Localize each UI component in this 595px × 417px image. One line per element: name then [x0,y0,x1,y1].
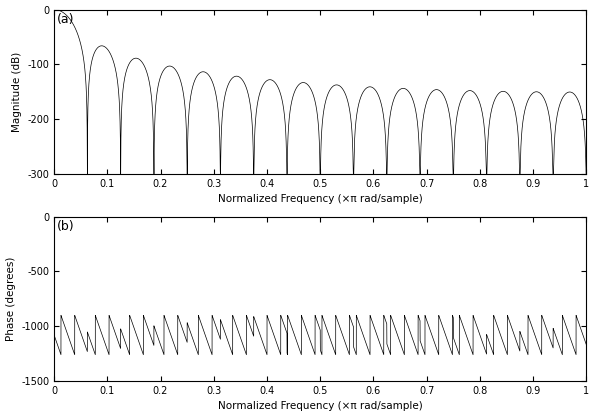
X-axis label: Normalized Frequency (×π rad/sample): Normalized Frequency (×π rad/sample) [218,402,422,412]
Y-axis label: Phase (degrees): Phase (degrees) [5,256,15,341]
X-axis label: Normalized Frequency (×π rad/sample): Normalized Frequency (×π rad/sample) [218,194,422,204]
Text: (a): (a) [57,13,74,26]
Y-axis label: Magnitude (dB): Magnitude (dB) [12,52,21,132]
Text: (b): (b) [57,220,74,233]
